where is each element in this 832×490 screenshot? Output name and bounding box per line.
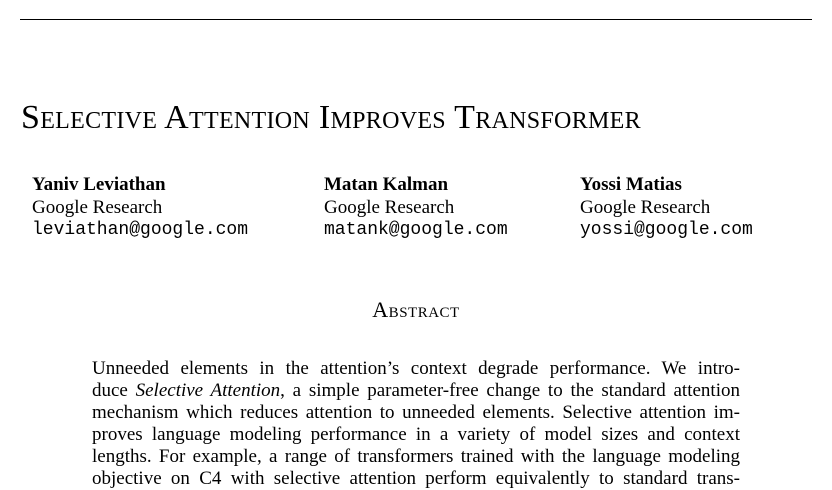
abstract-line: duce Selective Attention, a simple param… — [92, 380, 740, 402]
author-name: Yaniv Leviathan — [32, 174, 166, 195]
abstract-line: mechanism which reduces attention to unn… — [92, 402, 740, 423]
abstract-text: , a simple parameter-free change to the … — [280, 380, 740, 401]
author-block: Yossi Matias Google Research yossi@googl… — [580, 174, 753, 242]
abstract-line: proves language modeling performance in … — [92, 424, 740, 445]
author-block: Matan Kalman Google Research matank@goog… — [324, 174, 508, 242]
abstract-heading: Abstract — [372, 297, 460, 322]
abstract-text: duce — [92, 380, 136, 401]
author-affiliation: Google Research — [32, 196, 163, 218]
top-rule — [20, 19, 812, 20]
author-name: Yossi Matias — [580, 174, 682, 195]
abstract-emphasis: Selective Attention — [135, 380, 281, 401]
abstract-line: lengths. For example, a range of transfo… — [92, 446, 740, 467]
author-email: matank@google.com — [324, 220, 508, 240]
author-affiliation: Google Research — [324, 196, 455, 218]
abstract-line: Unneeded elements in the attention’s con… — [92, 358, 740, 379]
paper-title: Selective Attention Improves Transformer — [21, 99, 641, 136]
author-name: Matan Kalman — [324, 174, 449, 195]
abstract-body: Unneeded elements in the attention’s con… — [92, 358, 740, 490]
author-email: yossi@google.com — [580, 220, 753, 240]
author-block: Yaniv Leviathan Google Research leviatha… — [32, 174, 248, 242]
abstract-line: objective on C4 with selective attention… — [92, 468, 740, 489]
author-email: leviathan@google.com — [32, 220, 249, 240]
author-affiliation: Google Research — [580, 196, 711, 218]
